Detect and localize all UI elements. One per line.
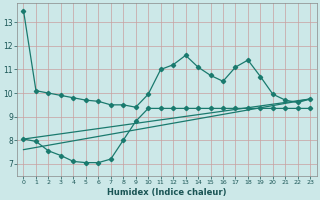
X-axis label: Humidex (Indice chaleur): Humidex (Indice chaleur): [107, 188, 227, 197]
